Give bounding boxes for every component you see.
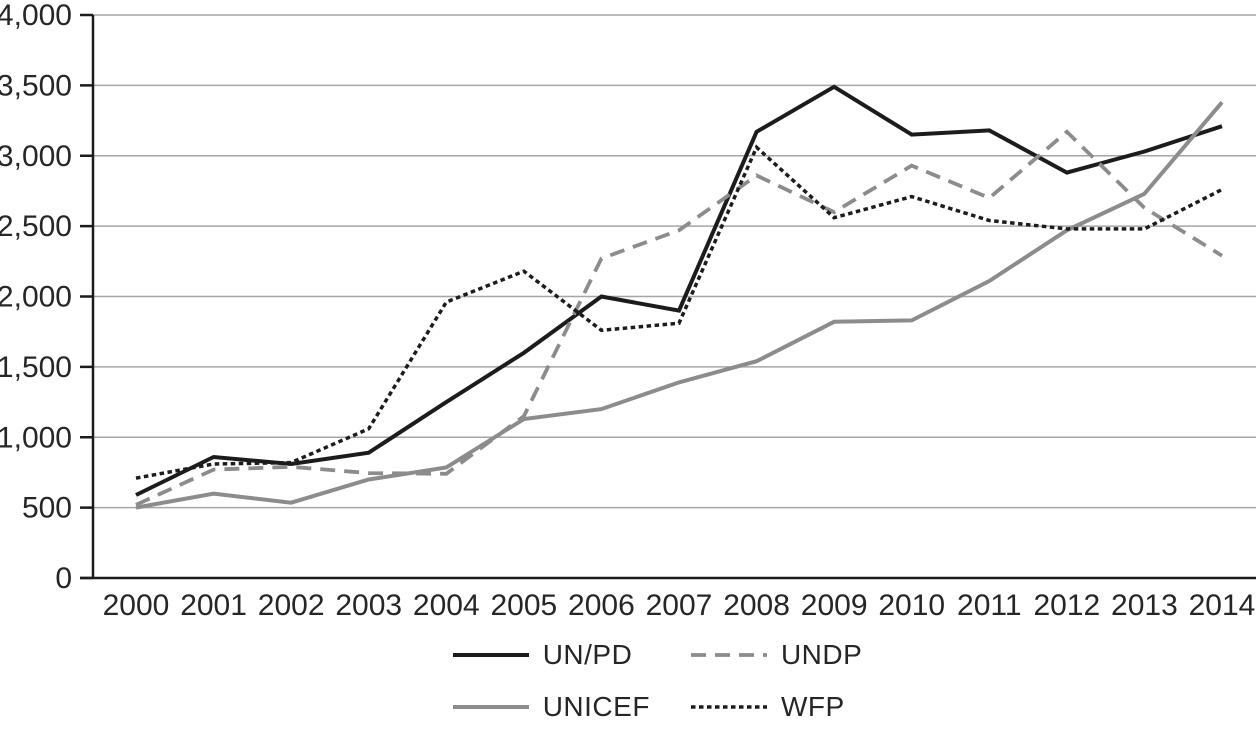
legend-swatch-unicef-line — [452, 705, 529, 709]
legend-item-unicef: UNICEF — [452, 691, 650, 723]
x-tick-label: 2000 — [103, 589, 170, 622]
x-tick-label: 2003 — [335, 589, 402, 622]
legend-swatch-undp-dashed-line — [690, 653, 767, 657]
y-tick-label: 3,000 — [0, 140, 72, 173]
y-tick-label: 1,500 — [0, 351, 72, 384]
x-tick-label: 2009 — [801, 589, 868, 622]
x-tick-label: 2007 — [646, 589, 713, 622]
x-tick-label: 2005 — [490, 589, 557, 622]
series-line-undp — [135, 129, 1223, 507]
legend-grid: UN/PD UNDP UNICEF WFP — [452, 639, 863, 723]
x-tick-label: 2001 — [180, 589, 247, 622]
y-tick-label: 500 — [22, 492, 72, 525]
y-tick-label: 1,000 — [0, 421, 72, 454]
y-tick-label: 3,500 — [0, 69, 72, 102]
series-line-wfp — [135, 144, 1223, 480]
chart-legend: UN/PD UNDP UNICEF WFP — [0, 639, 1258, 723]
series-line-un-pd — [135, 84, 1223, 497]
x-tick-label: 2013 — [1111, 589, 1178, 622]
x-tick-label: 2002 — [258, 589, 325, 622]
y-tick-label: 2,000 — [0, 281, 72, 314]
legend-label-undp: UNDP — [780, 639, 863, 670]
y-tick-label: 2,500 — [0, 210, 72, 243]
x-tick-label: 2008 — [723, 589, 790, 622]
x-tick-label: 2004 — [413, 589, 480, 622]
y-tick-label: 0 — [55, 562, 72, 595]
legend-swatch-un-pd-line — [452, 653, 529, 657]
legend-label-unicef: UNICEF — [542, 691, 650, 722]
legend-item-un-pd: UN/PD — [452, 639, 650, 671]
legend-label-un-pd: UN/PD — [542, 639, 633, 670]
x-tick-label: 2014 — [1189, 589, 1256, 622]
legend-item-wfp: WFP — [690, 691, 862, 723]
legend-item-undp: UNDP — [690, 639, 862, 671]
x-tick-label: 2011 — [957, 589, 1022, 622]
x-tick-label: 2012 — [1033, 589, 1100, 622]
x-tick-label: 2010 — [878, 589, 945, 622]
legend-swatch-wfp-dotted-line — [690, 705, 767, 709]
legend-label-wfp: WFP — [780, 691, 845, 722]
y-tick-label: 4,000 — [0, 0, 72, 32]
x-tick-label: 2006 — [568, 589, 635, 622]
series-line-unicef — [135, 101, 1224, 510]
line-chart: 0 500 1,000 1,500 2,000 2,500 3,000 3,500 4,000 2… — [0, 0, 1256, 622]
